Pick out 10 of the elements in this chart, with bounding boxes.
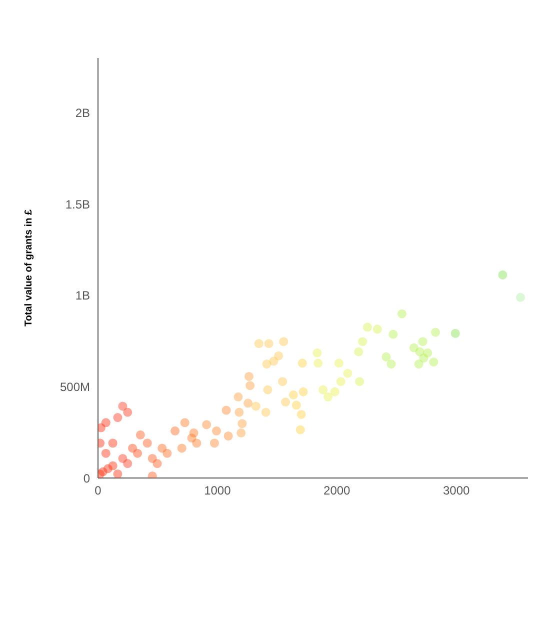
x-tick-label: 1000 (204, 484, 232, 498)
y-tick-label: 1B (75, 288, 90, 303)
y-tick-label: 1.5B (65, 197, 90, 212)
x-tick-label: 0 (94, 484, 102, 498)
y-tick-label: 500M (60, 380, 90, 394)
y-axis-title: Total value of grants in £ (24, 209, 35, 327)
y-tick-label: 2B (75, 106, 90, 120)
y-tick-label: 0 (83, 471, 90, 486)
x-tick-label: 2000 (324, 484, 351, 498)
x-tick-label: 3000 (442, 484, 470, 498)
